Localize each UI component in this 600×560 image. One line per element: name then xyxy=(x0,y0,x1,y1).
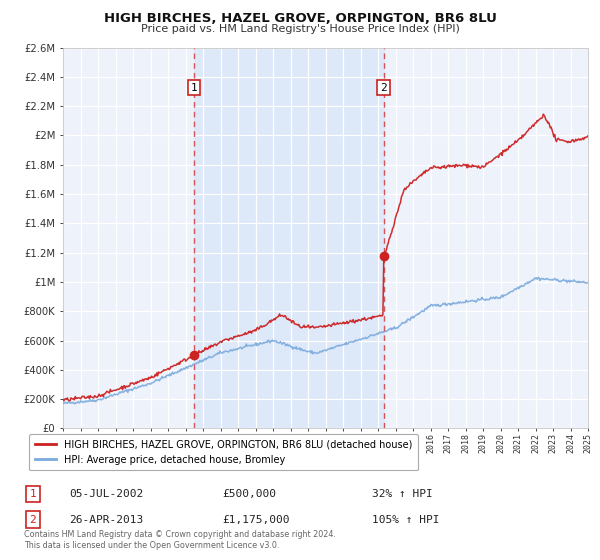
Text: 2: 2 xyxy=(29,515,37,525)
Text: £1,175,000: £1,175,000 xyxy=(222,515,290,525)
Text: HIGH BIRCHES, HAZEL GROVE, ORPINGTON, BR6 8LU: HIGH BIRCHES, HAZEL GROVE, ORPINGTON, BR… xyxy=(104,12,496,25)
Bar xyxy=(194,48,383,428)
Legend: HIGH BIRCHES, HAZEL GROVE, ORPINGTON, BR6 8LU (detached house), HPI: Average pri: HIGH BIRCHES, HAZEL GROVE, ORPINGTON, BR… xyxy=(29,434,418,470)
Text: Contains HM Land Registry data © Crown copyright and database right 2024.: Contains HM Land Registry data © Crown c… xyxy=(24,530,336,539)
Text: 1: 1 xyxy=(191,82,197,92)
Text: Price paid vs. HM Land Registry's House Price Index (HPI): Price paid vs. HM Land Registry's House … xyxy=(140,24,460,34)
Text: 26-APR-2013: 26-APR-2013 xyxy=(69,515,143,525)
Text: 32% ↑ HPI: 32% ↑ HPI xyxy=(372,489,433,499)
Text: 05-JUL-2002: 05-JUL-2002 xyxy=(69,489,143,499)
Text: £500,000: £500,000 xyxy=(222,489,276,499)
Text: 105% ↑ HPI: 105% ↑ HPI xyxy=(372,515,439,525)
Text: This data is licensed under the Open Government Licence v3.0.: This data is licensed under the Open Gov… xyxy=(24,541,280,550)
Text: 1: 1 xyxy=(29,489,37,499)
Text: 2: 2 xyxy=(380,82,387,92)
